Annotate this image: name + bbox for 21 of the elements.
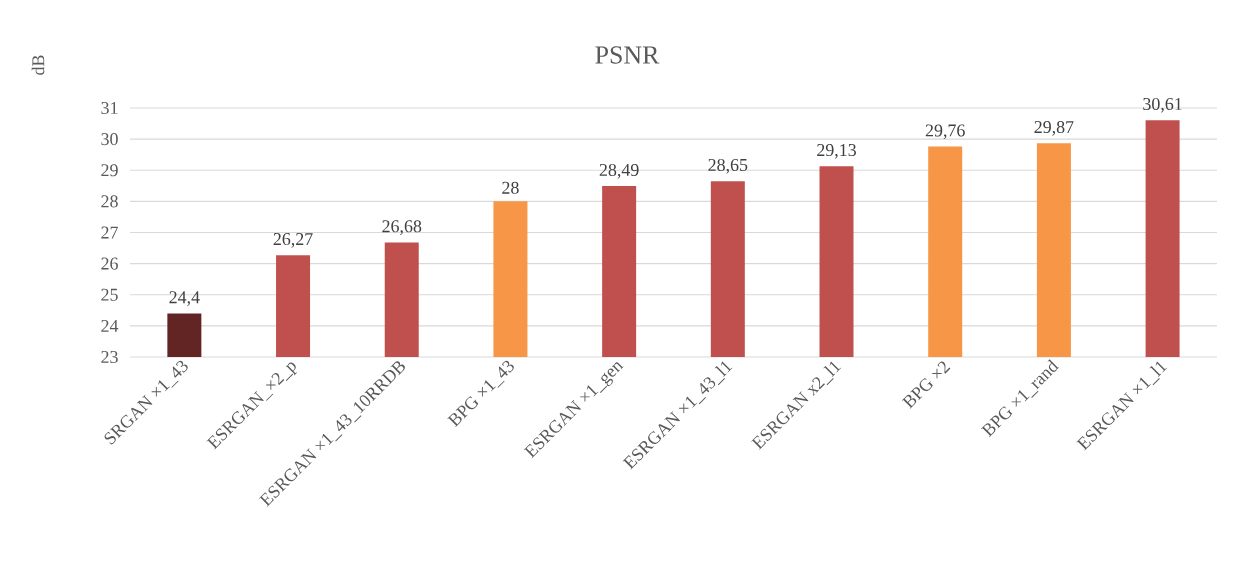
y-tick-label: 26 bbox=[101, 257, 118, 270]
y-tick-label: 24 bbox=[101, 319, 119, 332]
data-label: 26,27 bbox=[273, 233, 313, 248]
data-label: 29,76 bbox=[925, 124, 965, 140]
data-label: 24,4 bbox=[169, 291, 200, 306]
data-label: 28 bbox=[502, 181, 519, 194]
chart-title: PSNR bbox=[595, 46, 660, 64]
data-label: 28,49 bbox=[599, 163, 639, 179]
data-label: 29,13 bbox=[817, 144, 856, 159]
y-tick-label: 31 bbox=[101, 101, 118, 115]
data-label: 28,65 bbox=[708, 158, 748, 174]
y-tick-label: 27 bbox=[101, 226, 118, 239]
data-label: 30,61 bbox=[1143, 97, 1182, 113]
y-tick-label: 23 bbox=[101, 350, 118, 364]
y-tick-label: 29 bbox=[101, 164, 118, 177]
y-tick-label: 28 bbox=[101, 195, 118, 208]
data-label: 26,68 bbox=[382, 220, 422, 235]
y-tick-label: 25 bbox=[101, 288, 118, 301]
data-label: 29,87 bbox=[1034, 120, 1074, 136]
y-axis-title: dB bbox=[31, 55, 45, 75]
y-tick-label: 30 bbox=[101, 133, 118, 146]
